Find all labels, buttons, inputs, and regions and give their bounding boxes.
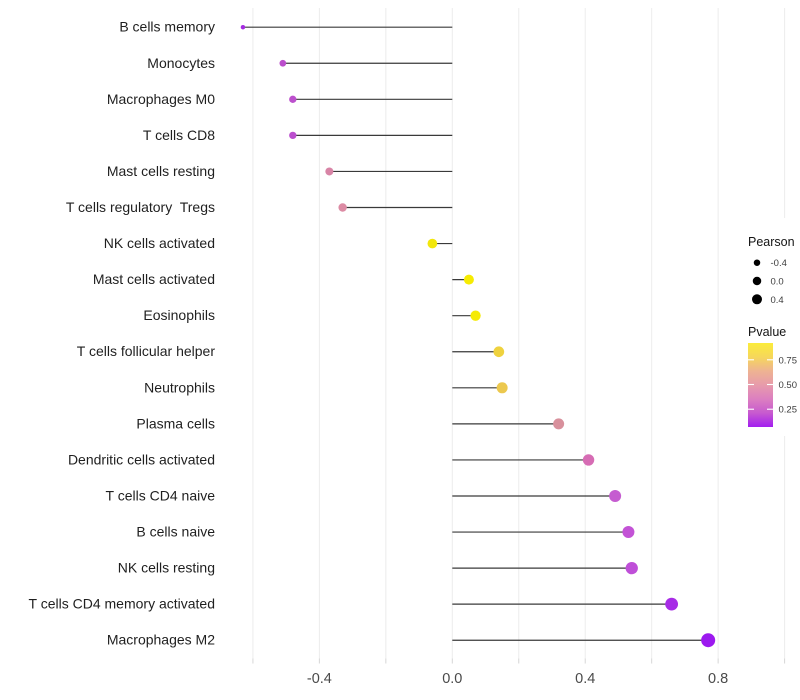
lollipop-dot [240, 24, 246, 30]
x-axis-tick-label: -0.4 [307, 671, 332, 687]
lollipop-dot [625, 561, 638, 575]
y-axis-label: Monocytes [147, 55, 215, 71]
lollipop-dot [701, 633, 716, 648]
legend-size-label: 0.4 [771, 295, 784, 306]
lollipop-dot [427, 238, 438, 249]
lollipop-dot [553, 418, 565, 430]
lollipop-dot [289, 95, 297, 103]
legend-size-label: -0.4 [771, 258, 787, 269]
y-axis-label: Macrophages M0 [107, 91, 215, 107]
legend-pearson-size: Pearson -0.4 0.0 0.4 [748, 235, 795, 306]
y-axis-label: B cells memory [119, 19, 215, 35]
lollipop-dot [470, 310, 481, 321]
lollipop-dot [609, 489, 622, 502]
y-axis-label: T cells CD8 [143, 127, 215, 143]
legend-colorbar-label: 0.25 [779, 405, 798, 416]
x-axis-tick-label: 0.4 [575, 671, 595, 687]
y-axis-label: T cells CD4 memory activated [29, 596, 215, 612]
gridlines-group [252, 8, 786, 664]
y-axis-label: Macrophages M2 [107, 632, 215, 648]
legend-colorbar-label: 0.75 [779, 355, 798, 366]
legend-size-dot [752, 294, 762, 305]
legend-size-dot [753, 259, 761, 266]
legend-size-dot [752, 276, 762, 286]
lollipop-dot [289, 131, 297, 140]
y-axis-label: Neutrophils [144, 379, 215, 395]
legend-pearson-title: Pearson [748, 235, 795, 249]
y-axis-label: Mast cells resting [107, 163, 215, 179]
lollipop-dot [338, 203, 347, 212]
lollipop-dot [279, 59, 287, 67]
lollipop-dot [463, 274, 474, 285]
y-axis-label: T cells CD4 naive [106, 487, 216, 503]
lollipop-dot [582, 454, 595, 466]
lollipop-dot [325, 167, 334, 176]
legend-colorbar-label: 0.50 [779, 380, 798, 391]
y-axis-label: NK cells resting [118, 560, 215, 576]
x-axis-tick-label: 0.8 [708, 671, 728, 687]
y-axis-label: NK cells activated [104, 235, 215, 251]
legend-size-label: 0.0 [771, 277, 784, 288]
lollipops-group [240, 24, 716, 648]
y-axis-label: Mast cells activated [93, 271, 215, 287]
y-axis-label: B cells naive [136, 524, 215, 540]
lollipop-dot [665, 597, 679, 611]
x-axis-tick-label: 0.0 [442, 671, 462, 687]
x-axis-labels-group: -0.4 0.0 0.4 0.8 [307, 671, 728, 687]
y-axis-labels-group: B cells memory Monocytes Macrophages M0 T c… [29, 19, 216, 648]
legend-pvalue-color: Pvalue 0.75 0.50 0.25 [748, 325, 797, 427]
legend-pvalue-title: Pvalue [748, 325, 786, 339]
y-axis-label: Plasma cells [136, 415, 215, 431]
y-axis-label: T cells regulatory Tregs [66, 199, 215, 215]
lollipop-dot [493, 346, 505, 358]
y-axis-label: T cells follicular helper [77, 343, 216, 359]
y-axis-label: Dendritic cells activated [68, 451, 215, 467]
y-axis-label: Eosinophils [143, 307, 215, 323]
lollipop-dot [496, 382, 508, 394]
lollipop-dot [622, 526, 635, 539]
